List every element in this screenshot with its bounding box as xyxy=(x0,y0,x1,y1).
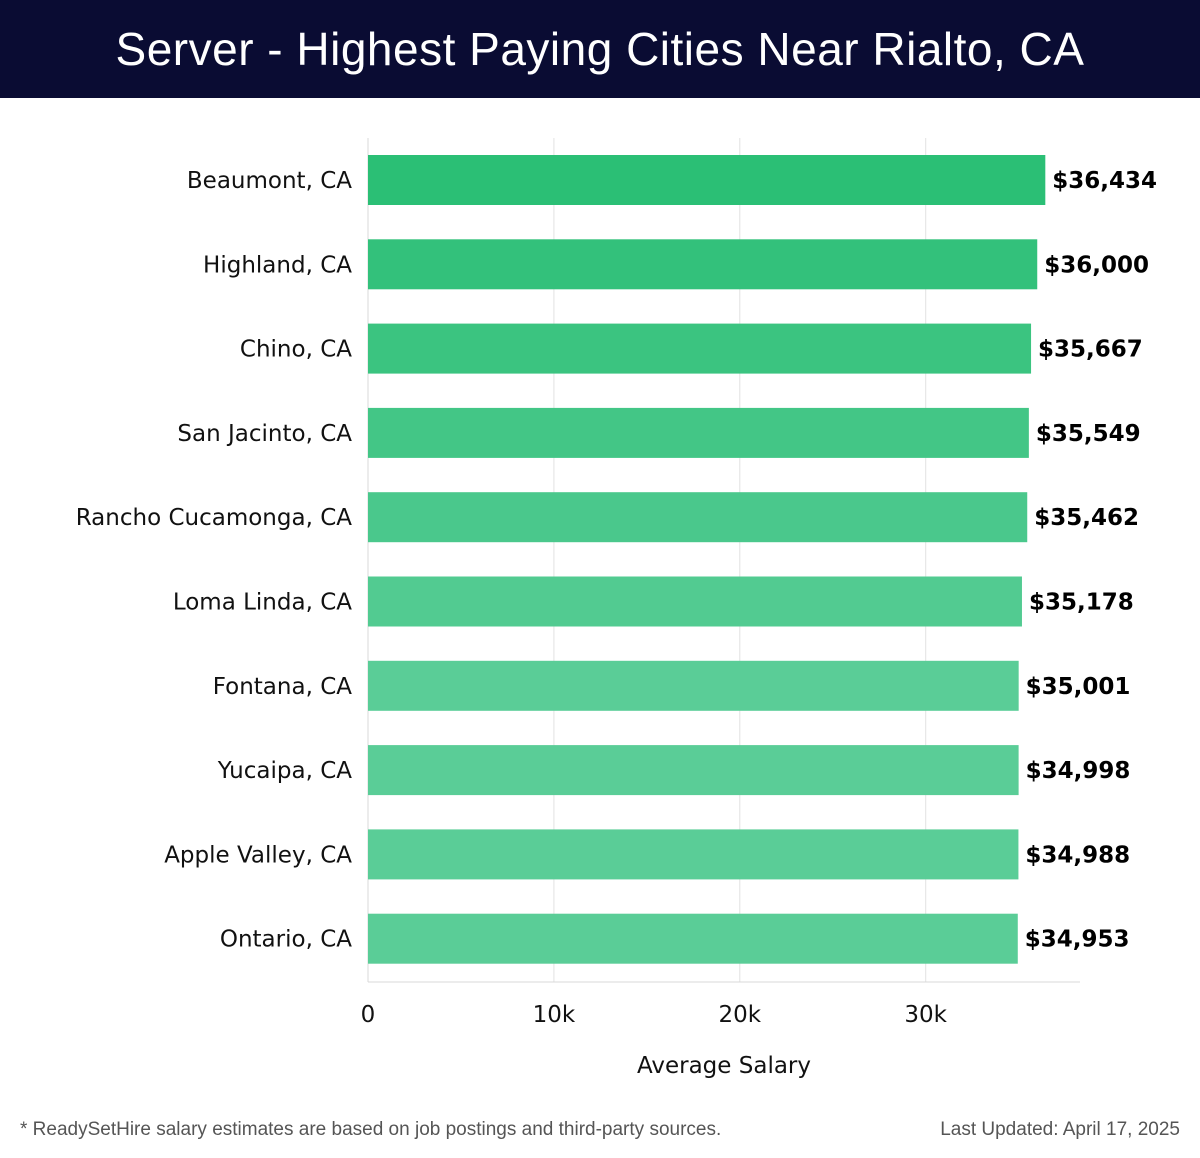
bar-9 xyxy=(368,913,1018,964)
category-label-0: Beaumont, CA xyxy=(187,168,352,194)
value-label-0: $36,434 xyxy=(1052,168,1157,194)
value-label-4: $35,462 xyxy=(1034,505,1139,531)
category-label-3: San Jacinto, CA xyxy=(177,421,352,447)
bar-8 xyxy=(368,829,1019,880)
category-label-4: Rancho Cucamonga, CA xyxy=(76,505,353,531)
bar-chart: Beaumont, CA $36,434 Highland, CA $36,000 Ch… xyxy=(76,138,1157,1079)
x-tick-label-0: 0 xyxy=(361,1002,376,1028)
last-updated: Last Updated: April 17, 2025 xyxy=(940,1119,1180,1140)
category-label-5: Loma Linda, CA xyxy=(173,590,352,616)
category-label-1: Highland, CA xyxy=(203,252,352,278)
bar-4 xyxy=(368,492,1028,543)
x-tick-label-30k: 30k xyxy=(904,1002,947,1028)
x-tick-label-10k: 10k xyxy=(533,1002,576,1028)
category-label-8: Apple Valley, CA xyxy=(164,842,352,868)
value-label-9: $34,953 xyxy=(1025,927,1130,953)
footnote: * ReadySetHire salary estimates are base… xyxy=(20,1119,722,1140)
x-tick-label-20k: 20k xyxy=(719,1002,762,1028)
category-label-6: Fontana, CA xyxy=(213,674,353,700)
value-label-1: $36,000 xyxy=(1044,252,1149,278)
bar-2 xyxy=(368,323,1032,374)
bar-6 xyxy=(368,660,1019,711)
value-label-2: $35,667 xyxy=(1038,337,1143,363)
value-label-3: $35,549 xyxy=(1036,421,1141,447)
bar-3 xyxy=(368,407,1029,458)
value-label-7: $34,998 xyxy=(1026,758,1131,784)
bar-1 xyxy=(368,239,1038,290)
category-label-2: Chino, CA xyxy=(240,337,352,363)
value-label-5: $35,178 xyxy=(1029,590,1134,616)
category-label-7: Yucaipa, CA xyxy=(217,758,352,784)
category-label-9: Ontario, CA xyxy=(220,927,352,953)
value-label-8: $34,988 xyxy=(1025,842,1130,868)
chart-header: Server - Highest Paying Cities Near Rial… xyxy=(0,0,1200,98)
bar-0 xyxy=(368,155,1046,205)
bar-5 xyxy=(368,576,1022,627)
bar-7 xyxy=(368,745,1019,796)
chart-title: Server - Highest Paying Cities Near Rial… xyxy=(115,23,1085,75)
value-label-6: $35,001 xyxy=(1026,674,1131,700)
x-axis-title: Average Salary xyxy=(637,1053,811,1079)
